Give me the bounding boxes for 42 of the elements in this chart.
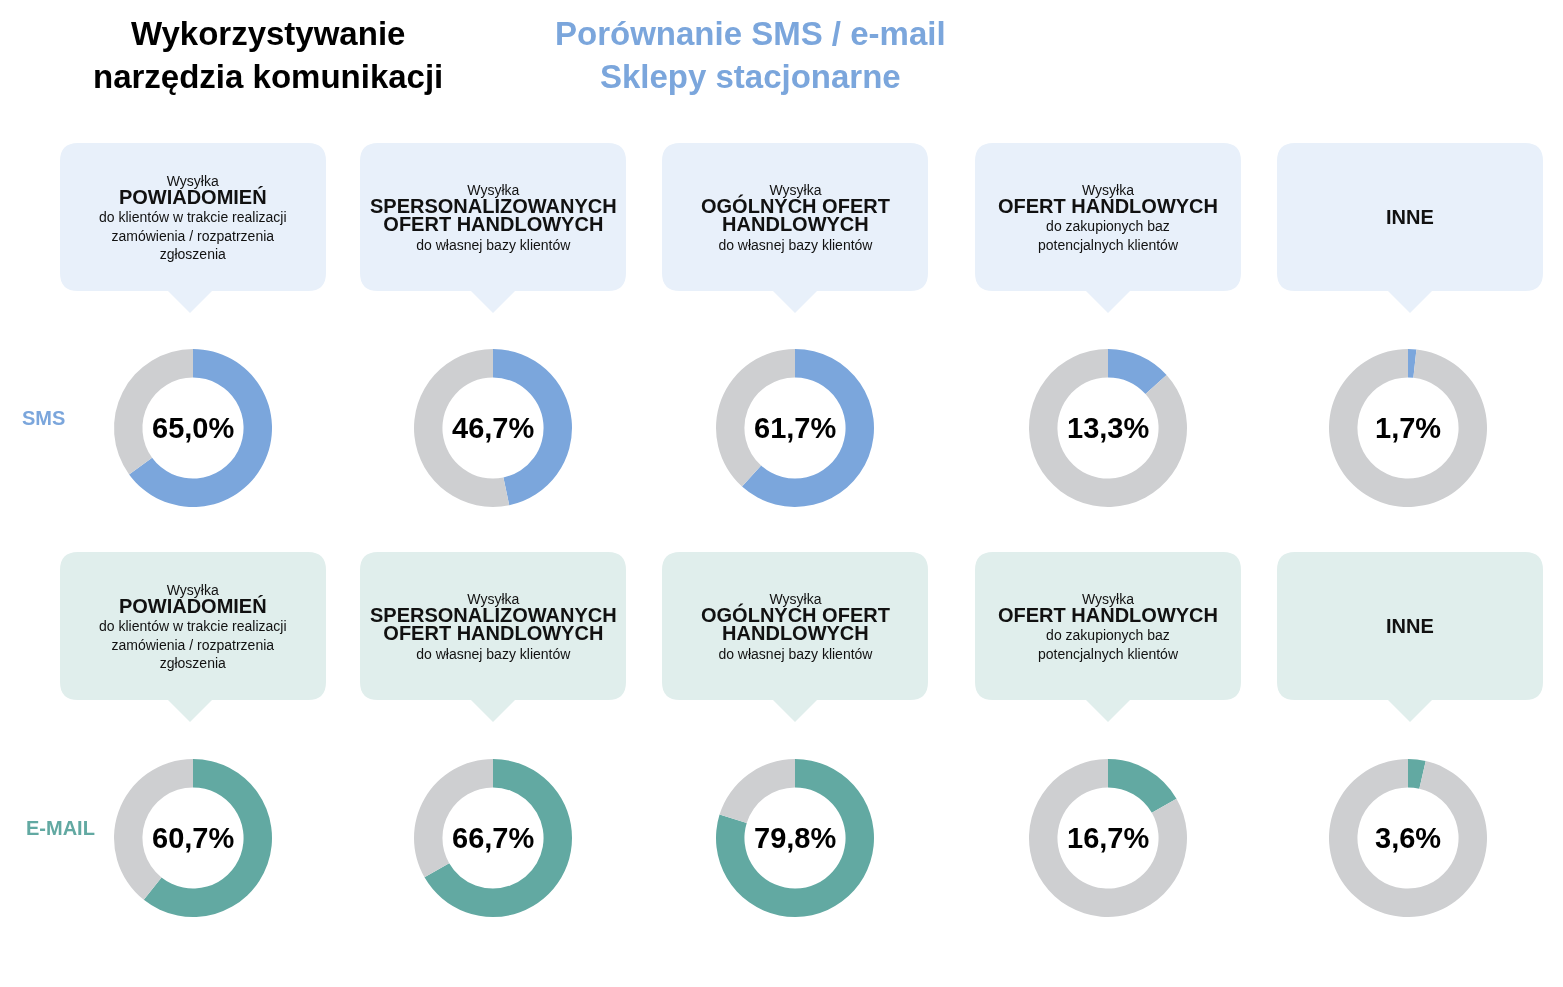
text: Porównanie SMS / e-mail Sklepy stacjonarne — [555, 15, 946, 95]
text: 60,7% — [152, 822, 235, 854]
text: 66,7% — [452, 822, 535, 854]
text: do klientów w trakcie realizacji zamówienia / rozpatrzenia zgłoszenia — [99, 209, 287, 262]
text: 13,3% — [1067, 412, 1150, 444]
donut-slice — [424, 759, 572, 917]
donut-slice — [1408, 759, 1426, 789]
text: do własnej bazy klientów — [718, 645, 874, 662]
text: do własnej bazy klientów — [718, 236, 874, 253]
donut-slice — [1329, 759, 1487, 917]
text: 79,8% — [754, 822, 837, 854]
donut-slice — [1029, 349, 1187, 507]
text: do własnej bazy klientów — [416, 645, 572, 662]
text: E-MAIL — [26, 817, 95, 839]
text: 16,7% — [1067, 822, 1150, 854]
text: do klientów w trakcie realizacji zamówienia / rozpatrzenia zgłoszenia — [99, 618, 287, 671]
text: do zakupionych baz potencjalnych klientów — [1037, 627, 1179, 662]
text: 65,0% — [152, 412, 235, 444]
chart-subtitle: Wysyłka — [1081, 182, 1135, 198]
text: do zakupionych baz potencjalnych klientów — [1037, 218, 1179, 253]
text: 1,7% — [1375, 412, 1442, 444]
chart-title: INNE — [1386, 206, 1434, 228]
donut-slice — [742, 349, 874, 507]
text: 46,7% — [452, 412, 535, 444]
chart-subtitle: Wysyłka — [467, 182, 520, 198]
donut-slice — [1029, 759, 1187, 917]
donut-slice — [719, 759, 795, 823]
donut-slice — [1329, 349, 1487, 507]
text: 61,7% — [754, 412, 837, 444]
chart-title: INNE — [1386, 615, 1434, 637]
donut-slice — [1408, 349, 1417, 378]
text: SMS — [22, 407, 66, 429]
donut-slice — [143, 759, 272, 917]
donut-slice — [129, 349, 272, 507]
text: do własnej bazy klientów — [416, 236, 572, 253]
chart-subtitle: Wysyłka — [1081, 591, 1135, 607]
donut-slice — [1108, 349, 1167, 395]
chart-subtitle: Wysyłka — [467, 591, 520, 607]
donut-slice — [1108, 759, 1177, 813]
text: Wykorzystywanie narzędzia komunikacji — [93, 15, 444, 95]
donut-slice — [716, 759, 874, 917]
text: 3,6% — [1375, 822, 1442, 854]
